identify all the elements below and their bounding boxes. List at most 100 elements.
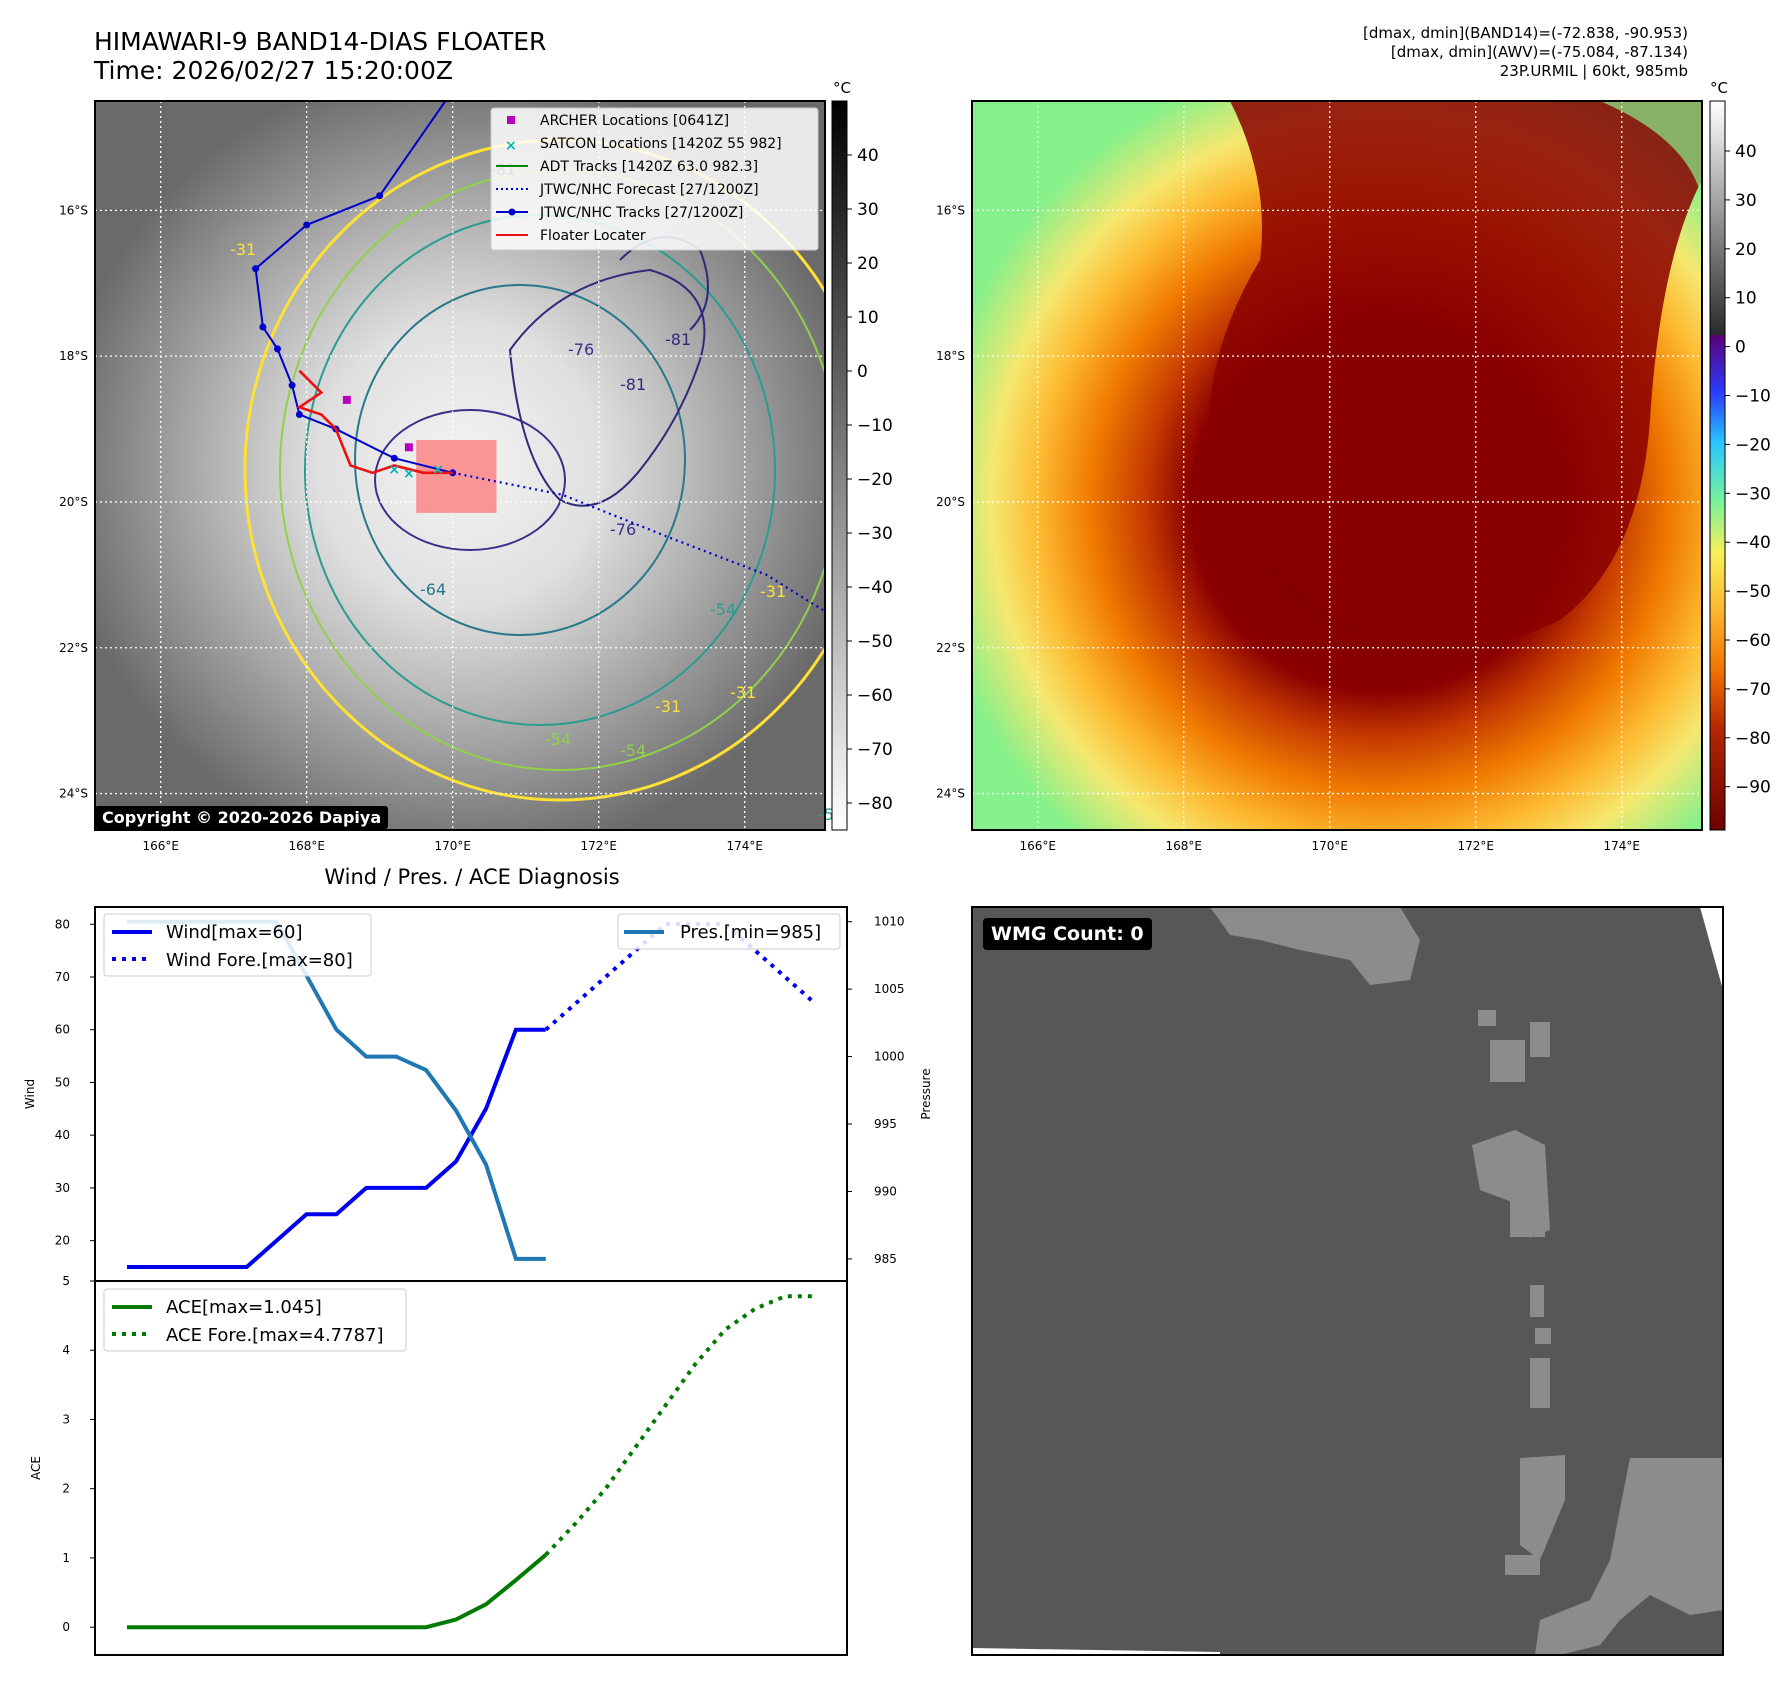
jtwc-track-point bbox=[303, 221, 311, 229]
wind-tick-label: 40 bbox=[55, 1128, 70, 1142]
lon-tick-label: 172°E bbox=[580, 839, 617, 853]
wmg-background bbox=[972, 907, 1723, 1655]
colorbar-tick-label: −10 bbox=[857, 416, 893, 436]
lat-tick-label: 24°S bbox=[936, 787, 965, 801]
contour-label: -76 bbox=[568, 340, 594, 359]
ace-forecast-legend-label: ACE Fore.[max=4.7787] bbox=[166, 1325, 384, 1346]
wmg-patch-top bbox=[1210, 907, 1420, 985]
archer-point bbox=[404, 443, 413, 452]
colorbar-tick-label: 40 bbox=[857, 146, 879, 166]
contour-label: -31 bbox=[230, 240, 256, 259]
x-marker-icon: × bbox=[505, 138, 517, 154]
archer-point bbox=[342, 395, 351, 404]
legend-forecast: JTWC/NHC Forecast [27/1200Z] bbox=[539, 182, 759, 198]
lat-tick-label: 24°S bbox=[59, 787, 88, 801]
contour-label: -31 bbox=[730, 683, 756, 702]
wind-forecast-legend-label: Wind Fore.[max=80] bbox=[166, 950, 353, 971]
lat-tick-label: 20°S bbox=[936, 495, 965, 509]
wmg-patch-b bbox=[1490, 1040, 1525, 1082]
ace-line bbox=[127, 1553, 548, 1630]
ace-tick-label: 4 bbox=[62, 1343, 70, 1357]
legend-box bbox=[490, 107, 819, 251]
colorbar-tick-label: −20 bbox=[1735, 435, 1771, 455]
ace-tick-label: 0 bbox=[62, 1620, 70, 1634]
wmg-panel bbox=[971, 906, 1724, 1656]
contour-label: -54 bbox=[545, 730, 571, 749]
floater-box bbox=[416, 439, 497, 513]
wmg-corner-white bbox=[1700, 907, 1723, 990]
colorbar-tick-label: −80 bbox=[1735, 729, 1771, 749]
contour-label: -31 bbox=[760, 582, 786, 601]
band14-range: [dmax, dmin](BAND14)=(-72.838, -90.953) bbox=[1363, 24, 1688, 42]
contour-label: -64 bbox=[420, 580, 446, 599]
wmg-patch-i bbox=[1520, 1455, 1565, 1560]
wmg-patch-a bbox=[1478, 1010, 1496, 1026]
contour-label: -54 bbox=[620, 741, 646, 760]
colorbar-tick-label: −90 bbox=[1735, 778, 1771, 798]
lon-tick-label: 168°E bbox=[1165, 839, 1202, 853]
lat-tick-label: 18°S bbox=[936, 349, 965, 363]
contour-cold-core bbox=[508, 268, 706, 507]
awv-dry-core bbox=[1208, 101, 1702, 648]
ace-axis-label: ACE bbox=[29, 1456, 43, 1480]
awv-range: [dmax, dmin](AWV)=(-75.084, -87.134) bbox=[1390, 43, 1688, 61]
colorbar-tick-label: −20 bbox=[857, 470, 893, 490]
wmg-count-badge: WMG Count: 0 bbox=[983, 918, 1152, 950]
wind-tick-label: 60 bbox=[55, 1023, 70, 1037]
wind-y-ticks: 20 30 40 50 60 70 80 bbox=[55, 917, 95, 1248]
ace-legend-box bbox=[103, 1288, 407, 1352]
lon-tick-label: 174°E bbox=[1603, 839, 1640, 853]
legend-adt: ADT Tracks [1420Z 63.0 982.3] bbox=[540, 159, 758, 175]
contour-label: -81 bbox=[665, 330, 691, 349]
colorbar-tick-label: −30 bbox=[857, 524, 893, 544]
awv-map-panel: 166°E 168°E 170°E 172°E 174°E 16°S 18°S 20°S 22°… bbox=[936, 100, 1703, 853]
wmg-frame bbox=[971, 906, 1724, 1656]
ace-series bbox=[127, 1294, 815, 1630]
wind-pressure-panel: 20 30 40 50 60 70 80 985 990 995 1000 1005 1010 Win… bbox=[23, 906, 933, 1282]
pressure-tick-label: 995 bbox=[874, 1117, 897, 1131]
lon-tick-label: 170°E bbox=[1311, 839, 1348, 853]
wind-axis-label: Wind bbox=[23, 1079, 37, 1109]
colorbar-tick-label: 40 bbox=[1735, 142, 1757, 162]
storm-info: 23P.URMIL | 60kt, 985mb bbox=[1499, 62, 1688, 80]
lat-tick-label: 22°S bbox=[936, 641, 965, 655]
contour-label: -31 bbox=[655, 697, 681, 716]
colorbar-tick-label: 10 bbox=[857, 308, 879, 328]
colorbar-tick-label: 0 bbox=[1735, 338, 1746, 358]
wind-line bbox=[127, 1027, 546, 1269]
ir-map-frame bbox=[94, 100, 826, 831]
colorbar-tick-label: −40 bbox=[857, 578, 893, 598]
ace-legend-label: ACE[max=1.045] bbox=[166, 1297, 322, 1318]
pressure-tick-label: 1000 bbox=[874, 1050, 905, 1064]
ir-colorbar-ticks: 40 30 20 10 0 −10 −20 −30 −40 −50 −60 −70 −80 bbox=[847, 146, 893, 814]
colorbar-tick-label: 10 bbox=[1735, 289, 1757, 309]
ace-panel: 0 1 2 3 4 5 ACE ACE[max=1.045] ACE Fore.[max=… bbox=[29, 1274, 848, 1656]
copyright-badge: Copyright © 2020-2026 Dapiya bbox=[95, 806, 389, 829]
diagnosis-title: Wind / Pres. / ACE Diagnosis bbox=[324, 865, 619, 889]
lon-tick-label: 172°E bbox=[1457, 839, 1494, 853]
pressure-legend-label: Pres.[min=985] bbox=[680, 922, 821, 943]
wind-tick-label: 30 bbox=[55, 1181, 70, 1195]
lon-tick-label: 168°E bbox=[288, 839, 325, 853]
awv-map-frame bbox=[971, 100, 1703, 831]
jtwc-track-point bbox=[390, 454, 398, 462]
lon-tick-label: 170°E bbox=[434, 839, 471, 853]
colorbar-tick-label: 30 bbox=[1735, 191, 1757, 211]
jtwc-track-point bbox=[288, 381, 296, 389]
jtwc-forecast-line bbox=[452, 471, 825, 613]
colorbar-tick-label: −70 bbox=[857, 740, 893, 760]
colorbar-tick-label: −60 bbox=[857, 686, 893, 706]
storm-tracks: × × × bbox=[252, 101, 825, 613]
pressure-legend-box bbox=[617, 913, 841, 950]
jtwc-track-point bbox=[259, 323, 267, 331]
colorbar-tick-label: −70 bbox=[1735, 680, 1771, 700]
lat-tick-label: 20°S bbox=[59, 495, 88, 509]
pressure-y-ticks: 985 990 995 1000 1005 1010 bbox=[847, 915, 905, 1266]
wmg-patch-j bbox=[1535, 1458, 1723, 1655]
ace-y-ticks: 0 1 2 3 4 5 bbox=[62, 1274, 95, 1634]
pressure-tick-label: 1005 bbox=[874, 982, 905, 996]
awv-colorbar bbox=[1709, 100, 1726, 831]
ace-tick-label: 3 bbox=[62, 1412, 70, 1426]
dot-marker-icon bbox=[508, 208, 516, 216]
